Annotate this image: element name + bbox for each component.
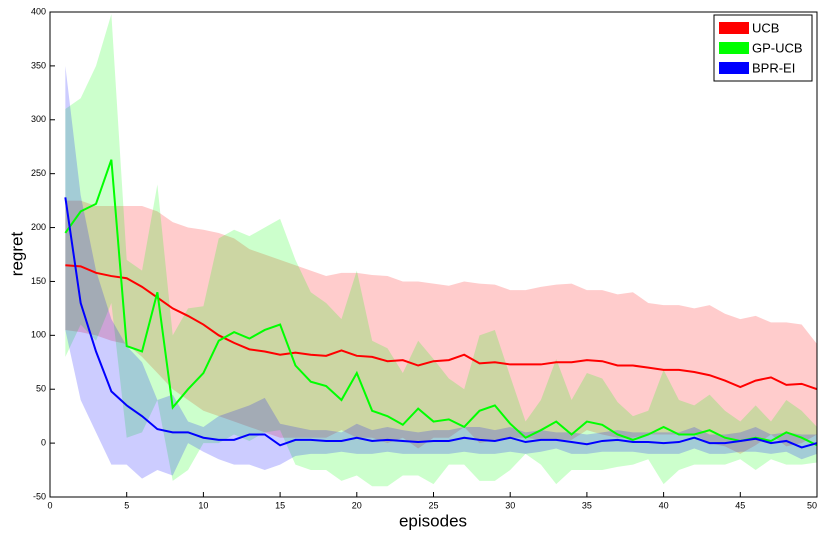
band: [65, 65, 817, 479]
x-tick-label: 30: [505, 500, 515, 510]
y-axis-title: regret: [7, 232, 26, 277]
y-tick-label: -50: [33, 491, 46, 501]
legend-text: GP-UCB: [752, 40, 803, 55]
legend-swatch: [719, 22, 749, 34]
x-tick-label: 50: [807, 500, 817, 510]
legend-text: UCB: [752, 20, 779, 35]
x-tick-label: 40: [659, 500, 669, 510]
y-tick-label: 350: [31, 60, 46, 70]
y-tick-label: 250: [31, 168, 46, 178]
x-tick-label: 35: [582, 500, 592, 510]
x-tick-label: 15: [275, 500, 285, 510]
y-tick-label: 200: [31, 222, 46, 232]
y-tick-label: 400: [31, 6, 46, 16]
y-tick-label: 100: [31, 330, 46, 340]
x-tick-label: 20: [352, 500, 362, 510]
x-axis-title: episodes: [399, 511, 467, 530]
y-tick-label: 0: [41, 437, 46, 447]
band: [65, 14, 817, 487]
line: [64, 197, 817, 449]
band: [65, 200, 817, 454]
x-tick-label: 5: [124, 500, 129, 510]
x-tick-label: 10: [198, 500, 208, 510]
x-tick-label: 45: [735, 500, 745, 510]
y-tick-label: 300: [31, 114, 46, 124]
legend-text: BPR-EI: [752, 60, 795, 75]
x-tick-label: 0: [47, 500, 52, 510]
y-tick-label: 50: [36, 384, 46, 394]
x-tick-label: 25: [428, 500, 438, 510]
plot: [64, 14, 817, 487]
y-tick-label: 150: [31, 276, 46, 286]
legend-swatch: [719, 42, 749, 54]
line: [64, 159, 817, 447]
legend-swatch: [719, 62, 749, 74]
line: [65, 264, 817, 391]
